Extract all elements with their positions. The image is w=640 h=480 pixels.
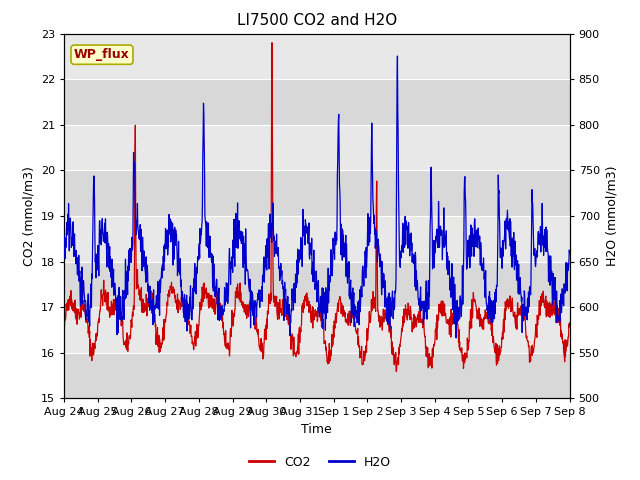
Bar (64, 79, 570, 125)
X-axis label: Time: Time (301, 423, 332, 436)
Legend: CO2, H2O: CO2, H2O (244, 451, 396, 474)
Bar (64, 170, 570, 216)
Text: WP_flux: WP_flux (74, 48, 130, 61)
Bar (64, 353, 570, 398)
Bar (64, 34, 570, 79)
Bar (64, 262, 570, 307)
Bar (64, 307, 570, 353)
Y-axis label: H2O (mmol/m3): H2O (mmol/m3) (605, 166, 618, 266)
Bar (64, 125, 570, 170)
Y-axis label: CO2 (mmol/m3): CO2 (mmol/m3) (22, 166, 35, 266)
Title: LI7500 CO2 and H2O: LI7500 CO2 and H2O (237, 13, 397, 28)
Bar (64, 216, 570, 262)
